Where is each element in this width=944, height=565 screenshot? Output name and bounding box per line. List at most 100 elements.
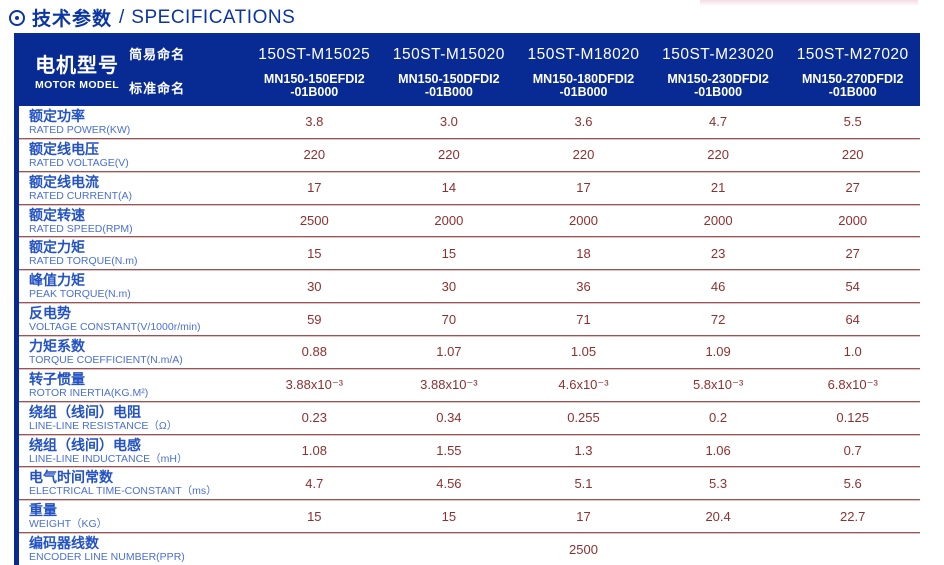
row-label-cell: 额定线电压 RATED VOLTAGE(V) <box>19 139 247 171</box>
row-label-zh: 峰值力矩 <box>29 272 85 289</box>
spec-value-cell: 3.8 <box>305 114 324 130</box>
spec-value-cell: 17 <box>576 508 591 524</box>
row-label-zh: 反电势 <box>29 305 71 322</box>
spec-value-cell: 220 <box>707 147 729 163</box>
spec-value-cell: 36 <box>576 278 591 294</box>
spec-value-cell: 220 <box>303 147 326 163</box>
spec-row: 编码器线数 ENCODER LINE NUMBER(PPR) 2500 <box>19 533 920 565</box>
row-label-en: RATED POWER(KW) <box>29 123 131 136</box>
spec-value-cell: 5.8x10⁻³ <box>692 376 744 392</box>
model-column-header: 150ST-M15020 MN150-150DFDI2 -01B000 <box>382 33 517 106</box>
spec-value-cell: 4.56 <box>436 475 462 491</box>
model-standard-name: MN150-150DFDI2 -01B000 <box>398 71 500 99</box>
spec-value-cell: 70 <box>441 311 457 327</box>
row-label-cell: 力矩系数 TORQUE COEFFICIENT(N.m/A) <box>19 336 247 368</box>
model-column-header: 150ST-M15025 MN150-150EFDI2 -01B000 <box>247 33 382 106</box>
spec-value-cell: 1.3 <box>574 443 593 459</box>
simple-name-label: 简易命名 <box>129 47 186 63</box>
spec-value-cell: 4.7 <box>305 475 324 491</box>
spec-value-cell: 3.6 <box>574 114 593 130</box>
row-label-cell: 电气时间常数 ELECTRICAL TIME-CONSTANT（ms） <box>19 467 247 499</box>
row-label-en: TORQUE COEFFICIENT(N.m/A) <box>29 353 183 366</box>
circle-dot-icon <box>9 9 25 26</box>
section-title-separator: / <box>119 6 125 28</box>
spec-value-cell: 2000 <box>703 213 733 228</box>
spec-value-cell: 0.255 <box>567 410 600 426</box>
spec-value-cell: 20.4 <box>705 508 731 524</box>
row-label-cell: 额定转速 RATED SPEED(RPM) <box>19 205 247 237</box>
row-label-zh: 转子惯量 <box>29 370 85 387</box>
row-label-cell: 转子惯量 ROTOR INERTIA(KG.M²) <box>19 369 247 401</box>
row-label-en: ENCODER LINE NUMBER(PPR) <box>29 551 185 564</box>
spec-value-cell: 0.23 <box>301 410 327 426</box>
spec-value-cell: 220 <box>841 147 864 163</box>
spec-value-cell: 5.5 <box>843 114 862 130</box>
spec-value-cell: 0.7 <box>843 443 862 459</box>
spec-row: 额定线电流 RATED CURRENT(A) 17 14 17 21 27 <box>19 172 920 205</box>
model-standard-name: MN150-180DFDI2 -01B000 <box>532 71 635 99</box>
row-label-en: PEAK TORQUE(N.m) <box>29 288 131 301</box>
row-label-en: ROTOR INERTIA(KG.M²) <box>29 386 149 399</box>
model-simple-name: 150ST-M23020 <box>662 46 775 63</box>
standard-name-label: 标准命名 <box>129 80 186 96</box>
table-header: 电机型号 MOTOR MODEL 简易命名 标准命名 150ST-M15025 M… <box>19 33 920 106</box>
spec-value-cell: 21 <box>710 180 726 196</box>
spec-value-cell: 14 <box>441 180 457 196</box>
model-standard-name: MN150-230DFDI2 -01B000 <box>667 71 769 99</box>
spec-value-span-cell: 2500 <box>569 541 598 557</box>
spec-value-cell: 1.06 <box>705 443 731 459</box>
spec-value-cell: 0.2 <box>709 410 728 426</box>
spec-value-cell: 2000 <box>434 213 464 228</box>
spec-value-cell: 3.88x10⁻³ <box>285 376 344 392</box>
motor-model-label-en: MOTOR MODEL <box>35 78 120 91</box>
row-label-en: LINE-LINE RESISTANCE（Ω） <box>29 419 178 432</box>
row-label-zh: 电气时间常数 <box>29 469 113 486</box>
spec-value-cell: 2000 <box>838 213 868 228</box>
row-label-zh: 绕组（线间）电阻 <box>29 403 141 420</box>
row-label-cell: 编码器线数 ENCODER LINE NUMBER(PPR) <box>19 533 247 565</box>
spec-value-cell: 15 <box>307 245 322 261</box>
spec-value-cell: 15 <box>307 508 322 524</box>
section-title-zh: 技术参数 <box>32 9 113 30</box>
model-simple-name: 150ST-M27020 <box>796 46 909 63</box>
model-standard-name: MN150-270DFDI2 -01B000 <box>801 71 904 99</box>
row-label-zh: 额定线电压 <box>29 140 99 157</box>
spec-value-cell: 0.34 <box>436 410 462 426</box>
row-label-cell: 额定线电流 RATED CURRENT(A) <box>19 172 247 204</box>
spec-value-cell: 1.0 <box>843 344 862 360</box>
spec-row: 额定力矩 RATED TORQUE(N.m) 15 15 18 23 27 <box>19 237 920 271</box>
section-title: 技术参数 / SPECIFICATIONS <box>9 4 295 31</box>
spec-value-cell: 18 <box>576 245 591 261</box>
row-label-en: RATED SPEED(RPM) <box>29 222 133 235</box>
spec-value-cell: 5.1 <box>574 475 593 491</box>
row-label-en: RATED VOLTAGE(V) <box>29 156 129 169</box>
spec-value-cell: 1.05 <box>570 344 597 360</box>
row-label-en: WEIGHT（KG） <box>29 518 108 531</box>
motor-model-header-cell: 电机型号 MOTOR MODEL 简易命名 标准命名 <box>19 33 247 106</box>
row-label-zh: 绕组（线间）电感 <box>29 436 141 453</box>
spec-value-cell: 0.125 <box>836 410 869 426</box>
row-label-cell: 额定功率 RATED POWER(KW) <box>19 106 247 138</box>
spec-value-cell: 30 <box>307 278 322 294</box>
spec-row: 峰值力矩 PEAK TORQUE(N.m) 30 30 36 46 54 <box>19 270 920 304</box>
spec-row: 重量 WEIGHT（KG） 15 15 17 20.4 22.7 <box>19 500 920 534</box>
spec-row: 电气时间常数 ELECTRICAL TIME-CONSTANT（ms） 4.7 4.5… <box>19 467 920 501</box>
spec-value-cell: 5.6 <box>843 475 862 491</box>
spec-value-cell: 54 <box>845 278 860 294</box>
spec-value-cell: 0.88 <box>301 344 327 360</box>
row-label-en: RATED TORQUE(N.m) <box>29 255 138 268</box>
spec-value-cell: 17 <box>576 180 591 196</box>
row-label-zh: 编码器线数 <box>29 535 99 552</box>
spec-value-cell: 4.6x10⁻³ <box>558 376 609 392</box>
spec-value-cell: 64 <box>845 311 860 327</box>
spec-value-cell: 220 <box>438 147 460 163</box>
row-label-cell: 反电势 VOLTAGE CONSTANT(V/1000r/min) <box>19 303 247 335</box>
spec-value-cell: 22.7 <box>840 508 866 524</box>
row-label-zh: 额定功率 <box>29 107 85 124</box>
model-column-header: 150ST-M23020 MN150-230DFDI2 -01B000 <box>651 33 786 106</box>
row-label-en: VOLTAGE CONSTANT(V/1000r/min) <box>29 321 201 334</box>
motor-model-label-zh: 电机型号 <box>35 54 120 77</box>
spec-value-cell: 1.55 <box>436 443 462 459</box>
row-label-en: LINE-LINE INDUCTANCE（mH） <box>29 452 188 465</box>
